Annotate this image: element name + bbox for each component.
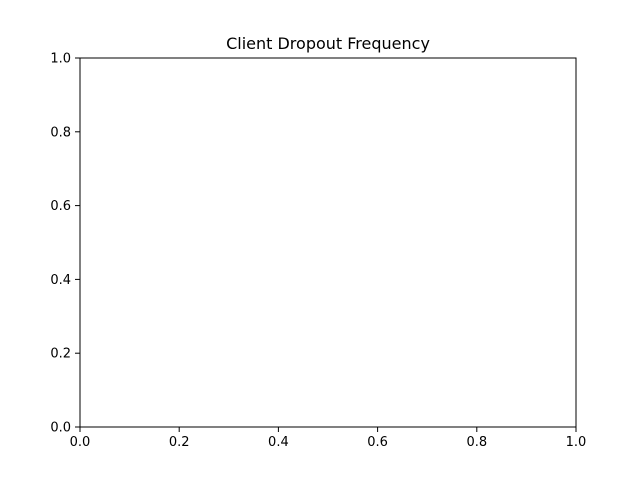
x-tick-label: 0.4 [268, 435, 289, 450]
axes-group: 0.0 0.2 0.4 0.6 0.8 1.0 0.0 0.2 0.4 0.6 0.8 1.0 [50, 52, 586, 451]
y-tick-label: 1.0 [50, 52, 71, 67]
chart-title: Client Dropout Frequency [226, 34, 430, 53]
y-tick-label: 0.6 [50, 199, 71, 214]
x-tick-label: 0.2 [169, 435, 190, 450]
y-tick-label: 0.4 [50, 273, 71, 288]
x-tick-label: 1.0 [566, 435, 587, 450]
y-tick-label: 0.0 [50, 421, 71, 436]
x-tick-label: 0.8 [466, 435, 487, 450]
y-tick-label: 0.8 [50, 125, 71, 140]
plot-frame [79, 57, 577, 428]
y-tick-label: 0.2 [50, 347, 71, 362]
x-tick-label: 0.6 [367, 435, 388, 450]
x-tick-label: 0.0 [70, 435, 91, 450]
